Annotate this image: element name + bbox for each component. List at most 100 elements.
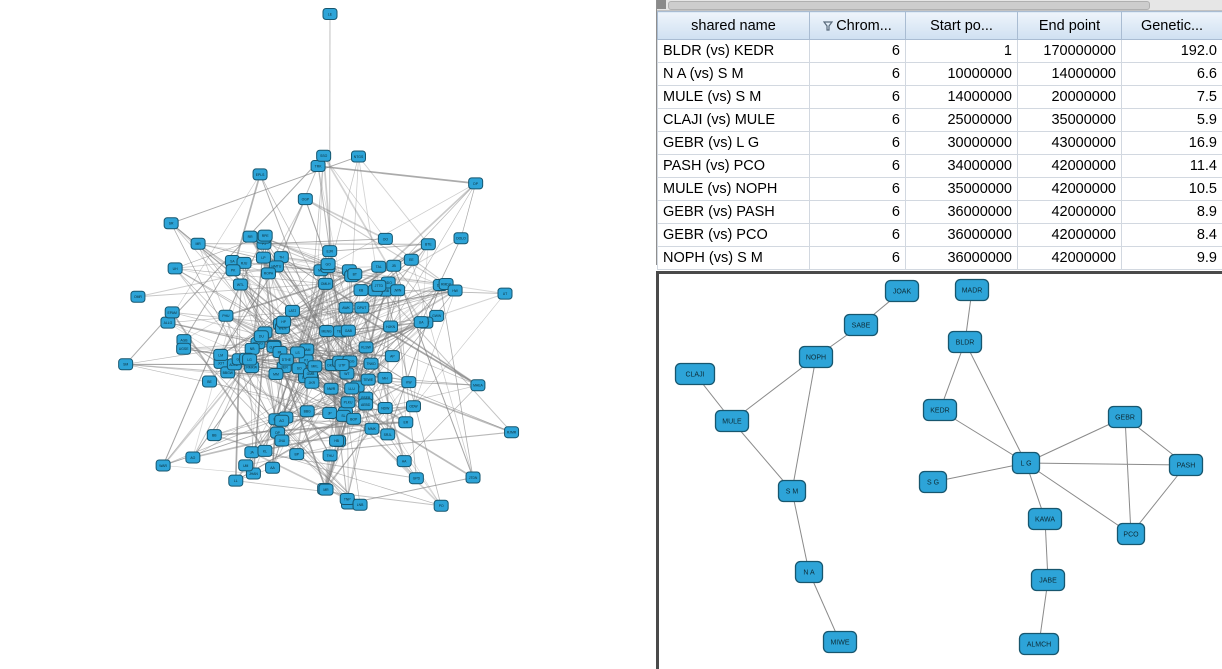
table-cell[interactable]: N A (vs) S M xyxy=(657,62,810,86)
table-row[interactable]: PASH (vs) PCO 6 34000000 42000000 11.4 xyxy=(657,154,1222,178)
network-node[interactable]: S G xyxy=(918,470,948,494)
table-cell[interactable]: 8.4 xyxy=(1121,223,1222,247)
network-node[interactable]: MIWE xyxy=(822,630,858,654)
network-node[interactable]: SRJL xyxy=(380,428,396,441)
network-node[interactable]: OMLH xyxy=(318,277,334,290)
network-edge[interactable] xyxy=(171,156,359,224)
network-node[interactable]: PLKU xyxy=(340,396,356,409)
network-edge[interactable] xyxy=(460,183,476,239)
network-edge[interactable] xyxy=(251,451,417,479)
table-row[interactable]: CLAJI (vs) MULE 6 25000000 35000000 5.9 xyxy=(657,108,1222,132)
table-cell[interactable]: MULE (vs) S M xyxy=(657,85,810,109)
table-cell[interactable]: 25000000 xyxy=(905,108,1018,132)
network-edge[interactable] xyxy=(305,198,456,291)
network-edge[interactable] xyxy=(292,310,410,383)
table-cell[interactable]: CLAJI (vs) MULE xyxy=(657,108,810,132)
network-edge[interactable] xyxy=(198,243,429,245)
network-node[interactable]: MR xyxy=(318,483,334,496)
network-node[interactable]: WAR xyxy=(155,459,171,472)
network-node[interactable]: EJR xyxy=(322,245,338,258)
network-node[interactable]: GWW xyxy=(429,309,445,322)
network-edge[interactable] xyxy=(137,283,326,298)
network-node[interactable]: WTL xyxy=(232,278,248,291)
network-node[interactable]: BTE xyxy=(420,238,436,251)
network-node[interactable]: PASH xyxy=(1168,453,1204,477)
network-node[interactable]: HJKN xyxy=(383,320,399,333)
network-edge[interactable] xyxy=(273,346,287,418)
network-edge[interactable] xyxy=(329,243,429,252)
network-edge[interactable] xyxy=(964,341,1027,464)
network-node[interactable]: NOPH xyxy=(798,345,834,369)
network-node[interactable]: BB xyxy=(206,429,222,442)
table-cell[interactable]: GEBR (vs) PCO xyxy=(657,223,810,247)
table-cell[interactable]: 42000000 xyxy=(1017,200,1122,224)
network-node[interactable]: MULE xyxy=(714,409,750,433)
network-node[interactable]: LP xyxy=(255,251,271,264)
network-edge[interactable] xyxy=(268,269,321,274)
network-edge[interactable] xyxy=(232,174,261,271)
network-node[interactable]: TAL xyxy=(371,260,387,273)
table-cell[interactable]: 35000000 xyxy=(905,177,1018,201)
network-node[interactable]: PO xyxy=(433,499,449,512)
network-edge[interactable] xyxy=(183,260,233,341)
table-cell[interactable]: 36000000 xyxy=(905,223,1018,247)
network-node[interactable]: GO xyxy=(320,258,336,271)
network-node[interactable]: SO xyxy=(291,362,307,375)
network-node[interactable]: GEBR xyxy=(1107,405,1143,429)
network-node[interactable]: ALMCH xyxy=(1018,632,1060,656)
network-node[interactable]: TEWE xyxy=(360,373,376,386)
table-cell[interactable]: 16.9 xyxy=(1121,131,1222,155)
network-edge[interactable] xyxy=(137,265,277,298)
network-node[interactable]: EPLS xyxy=(252,168,268,181)
network-edge[interactable] xyxy=(263,243,330,252)
network-edge[interactable] xyxy=(343,290,376,416)
network-node[interactable]: RJU xyxy=(236,256,252,269)
network-node[interactable]: KEDR xyxy=(922,398,958,422)
network-node[interactable]: HB xyxy=(329,434,345,447)
table-cell[interactable]: 6.6 xyxy=(1121,62,1222,86)
network-edge[interactable] xyxy=(234,359,241,481)
network-node[interactable]: LL xyxy=(228,474,244,487)
network-edge[interactable] xyxy=(174,267,348,374)
table-row[interactable]: N A (vs) S M 6 10000000 14000000 6.6 xyxy=(657,62,1222,86)
network-node[interactable]: MADR xyxy=(954,278,990,302)
network-edge[interactable] xyxy=(317,165,476,185)
table-cell[interactable]: 170000000 xyxy=(1017,39,1122,63)
network-node[interactable]: NTGS xyxy=(351,150,367,163)
network-node[interactable]: N A xyxy=(794,560,824,584)
network-node[interactable]: LS xyxy=(290,346,306,359)
network-node[interactable]: AA xyxy=(396,455,412,468)
network-node[interactable]: LLU xyxy=(344,382,360,395)
network-edge[interactable] xyxy=(235,480,442,507)
network-node[interactable]: LG xyxy=(242,353,258,366)
table-cell[interactable]: NOPH (vs) S M xyxy=(657,246,810,270)
network-edge[interactable] xyxy=(197,243,227,316)
table-cell[interactable]: 20000000 xyxy=(1017,85,1122,109)
column-header-end-point[interactable]: End point xyxy=(1017,11,1122,40)
table-cell[interactable]: BLDR (vs) KEDR xyxy=(657,39,810,63)
table-cell[interactable]: GEBR (vs) PASH xyxy=(657,200,810,224)
network-node[interactable]: DU xyxy=(253,330,269,343)
network-node[interactable]: SR xyxy=(163,217,179,230)
network-node[interactable]: DTHE xyxy=(278,353,294,366)
table-cell[interactable]: MULE (vs) NOPH xyxy=(657,177,810,201)
network-node[interactable]: NDW xyxy=(377,402,393,415)
network-edge[interactable] xyxy=(305,293,506,361)
network-edge[interactable] xyxy=(227,372,306,378)
network-node[interactable]: MM xyxy=(268,368,284,381)
network-node[interactable]: AA xyxy=(265,461,281,474)
table-cell[interactable]: 6 xyxy=(809,154,906,178)
table-cell[interactable]: 192.0 xyxy=(1121,39,1222,63)
table-row[interactable]: MULE (vs) NOPH 6 35000000 42000000 10.5 xyxy=(657,177,1222,201)
table-cell[interactable]: 6 xyxy=(809,131,906,155)
network-node[interactable]: AP xyxy=(384,350,400,363)
table-cell[interactable]: 6 xyxy=(809,39,906,63)
table-cell[interactable]: 42000000 xyxy=(1017,246,1122,270)
network-edge[interactable] xyxy=(348,477,474,504)
network-node[interactable]: CLAJI xyxy=(674,362,716,386)
network-node[interactable]: AO xyxy=(185,451,201,464)
network-node[interactable]: TNKD xyxy=(363,357,379,370)
network-edge[interactable] xyxy=(791,356,817,492)
network-edge[interactable] xyxy=(346,404,367,500)
table-cell[interactable]: 6 xyxy=(809,246,906,270)
